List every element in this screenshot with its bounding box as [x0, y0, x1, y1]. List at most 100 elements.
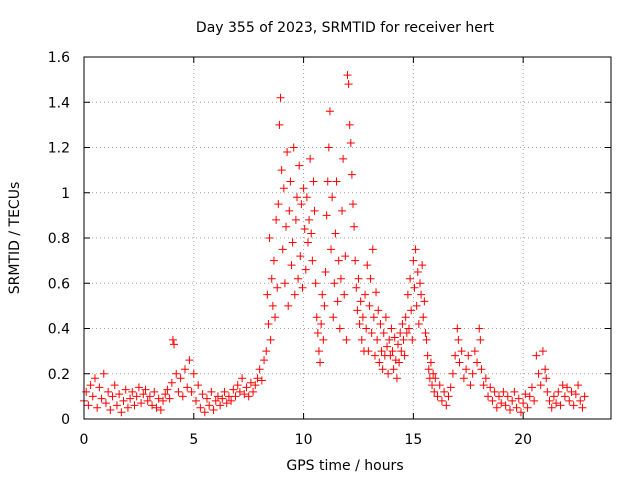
data-point: [285, 206, 294, 215]
data-point: [322, 211, 331, 220]
data-point: [512, 403, 521, 412]
data-point: [251, 381, 260, 390]
data-point: [307, 229, 316, 238]
data-point: [383, 342, 392, 351]
data-point: [459, 374, 468, 383]
data-point: [366, 274, 375, 283]
data-point: [205, 401, 214, 410]
data-point: [278, 245, 287, 254]
data-point: [323, 177, 332, 186]
data-point: [200, 408, 209, 417]
data-point: [479, 381, 488, 390]
data-point: [428, 381, 437, 390]
data-point: [381, 313, 390, 322]
data-point: [556, 401, 565, 410]
data-point: [273, 283, 282, 292]
data-point: [159, 396, 168, 405]
data-point: [384, 369, 393, 378]
data-point: [213, 392, 222, 401]
data-point: [398, 319, 407, 328]
data-point: [152, 403, 161, 412]
data-point: [423, 351, 432, 360]
data-point: [271, 313, 280, 322]
data-point: [99, 369, 108, 378]
data-point: [346, 138, 355, 147]
tick-layer: 0 0.2 0.4 0.6 0.8 1 1.2 1.4 1.6 0 5 10 15 20: [48, 50, 611, 448]
data-point: [357, 335, 366, 344]
data-point: [343, 71, 352, 80]
data-point: [464, 351, 473, 360]
data-point: [266, 335, 275, 344]
data-point: [435, 381, 444, 390]
data-point: [141, 385, 150, 394]
x-tick-label: 20: [514, 432, 532, 448]
data-point: [361, 290, 370, 299]
data-point: [264, 319, 273, 328]
data-point: [379, 329, 388, 338]
data-point: [335, 324, 344, 333]
y-axis-label: SRMTID / TECUs: [7, 182, 23, 295]
data-point: [289, 143, 298, 152]
data-point: [255, 365, 264, 374]
data-point: [415, 279, 424, 288]
data-point: [154, 394, 163, 403]
x-tick-label: 0: [80, 432, 89, 448]
data-point: [287, 261, 296, 270]
data-point: [369, 313, 378, 322]
data-point: [362, 324, 371, 333]
data-point: [165, 394, 174, 403]
x-tick-label: 5: [189, 432, 198, 448]
data-point: [185, 356, 194, 365]
data-point: [156, 405, 165, 414]
data-point: [353, 306, 362, 315]
data-point: [488, 396, 497, 405]
data-point: [330, 279, 339, 288]
data-point: [314, 347, 323, 356]
x-axis-label: GPS time / hours: [286, 458, 403, 474]
data-point: [558, 381, 567, 390]
x-tick-label: 15: [404, 432, 422, 448]
data-point: [115, 390, 124, 399]
data-point: [117, 408, 126, 417]
data-point: [110, 381, 119, 390]
data-point: [505, 405, 514, 414]
data-point: [525, 392, 534, 401]
data-point: [93, 403, 102, 412]
data-point: [364, 347, 373, 356]
data-point: [422, 335, 431, 344]
data-point: [375, 358, 384, 367]
data-point: [411, 245, 420, 254]
data-point: [419, 313, 428, 322]
data-point: [279, 184, 288, 193]
data-point: [492, 403, 501, 412]
data-point: [97, 394, 106, 403]
data-point: [340, 290, 349, 299]
data-point: [516, 408, 525, 417]
data-point: [475, 324, 484, 333]
data-point: [308, 256, 317, 265]
data-point: [235, 387, 244, 396]
data-point: [246, 378, 255, 387]
data-point: [418, 261, 427, 270]
data-point: [303, 238, 312, 247]
data-point: [306, 154, 315, 163]
data-point: [372, 288, 381, 297]
data-point: [397, 347, 406, 356]
data-point: [321, 267, 330, 276]
data-point: [503, 392, 512, 401]
data-point: [542, 374, 551, 383]
data-point: [403, 290, 412, 299]
data-point: [119, 396, 128, 405]
data-point: [481, 374, 490, 383]
data-point: [497, 399, 506, 408]
data-point: [90, 374, 99, 383]
data-point: [123, 403, 132, 412]
data-point: [388, 347, 397, 356]
data-point: [275, 120, 284, 129]
data-point: [368, 245, 377, 254]
data-point: [365, 301, 374, 310]
data-point: [351, 256, 360, 265]
data-point: [563, 383, 572, 392]
data-point: [328, 193, 337, 202]
data-point: [508, 396, 517, 405]
